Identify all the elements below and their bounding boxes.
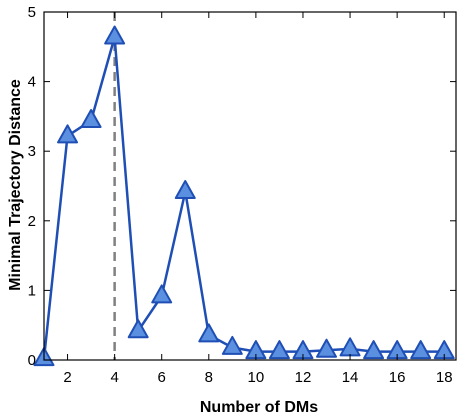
data-point (57, 124, 79, 144)
x-tick-label: 16 (389, 369, 406, 386)
data-point (410, 340, 432, 360)
x-axis-label: Number of DMs (200, 399, 318, 416)
data-point (127, 319, 149, 339)
x-tick-label: 8 (205, 369, 213, 386)
x-tick-label: 2 (63, 369, 71, 386)
x-tick-label: 10 (248, 369, 265, 386)
x-tick-label: 12 (295, 369, 312, 386)
plot-frame (43, 11, 457, 361)
y-axis-label: Minimal Trajectory Distance (7, 79, 24, 291)
data-point (339, 337, 361, 357)
x-tick-label: 14 (342, 369, 359, 386)
data-point (80, 109, 102, 129)
y-tick-label: 2 (28, 213, 36, 230)
data-point (174, 180, 196, 200)
x-tick-label: 6 (158, 369, 166, 386)
y-tick-label: 0 (28, 352, 36, 369)
data-point (104, 25, 126, 45)
y-tick-label: 3 (28, 143, 36, 160)
series-line (42, 35, 445, 359)
data-point (221, 335, 243, 355)
y-tick-label: 4 (28, 74, 36, 91)
data-point (198, 323, 220, 343)
x-tick-label: 18 (436, 369, 453, 386)
data-point (363, 340, 385, 360)
data-point (268, 340, 290, 360)
data-point (151, 284, 173, 304)
x-tick-label: 4 (110, 369, 118, 386)
y-tick-label: 5 (28, 4, 36, 21)
data-point (316, 338, 338, 358)
y-tick-label: 1 (28, 282, 36, 299)
